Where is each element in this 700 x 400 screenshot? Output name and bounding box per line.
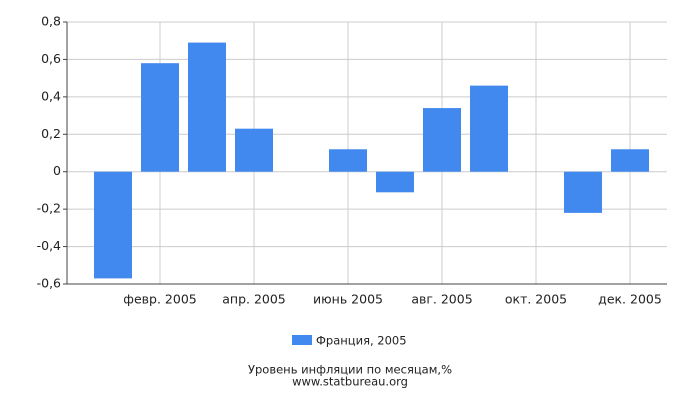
y-tick-label: -0,4 xyxy=(37,238,61,253)
y-tick-label: 0,6 xyxy=(41,51,61,66)
y-tick-label: 0,4 xyxy=(41,88,61,103)
bar xyxy=(470,85,508,172)
bar xyxy=(141,63,179,172)
bar xyxy=(376,171,414,193)
chart-title: Уровень инфляции по месяцам,% xyxy=(248,363,452,377)
bar xyxy=(235,128,273,172)
bar xyxy=(564,171,602,213)
source: www.statbureau.org xyxy=(292,375,408,389)
legend-swatch xyxy=(292,335,312,345)
x-tick-label: февр. 2005 xyxy=(123,292,196,307)
x-tick-label: авг. 2005 xyxy=(411,292,472,307)
legend-label: Франция, 2005 xyxy=(316,334,407,348)
y-tick-label: 0 xyxy=(53,163,61,178)
y-tick-label: -0,2 xyxy=(37,201,61,216)
bar xyxy=(611,149,649,172)
y-tick-label: 0,8 xyxy=(41,14,61,29)
bar xyxy=(94,171,132,279)
bar xyxy=(329,149,367,172)
x-tick-label: дек. 2005 xyxy=(598,292,662,307)
bar xyxy=(423,108,461,172)
x-tick-label: окт. 2005 xyxy=(505,292,567,307)
y-tick-label: -0,6 xyxy=(37,276,61,291)
x-tick-label: апр. 2005 xyxy=(222,292,286,307)
y-tick-label: 0,2 xyxy=(41,126,61,141)
x-tick-label: июнь 2005 xyxy=(313,292,383,307)
bar xyxy=(188,42,226,172)
